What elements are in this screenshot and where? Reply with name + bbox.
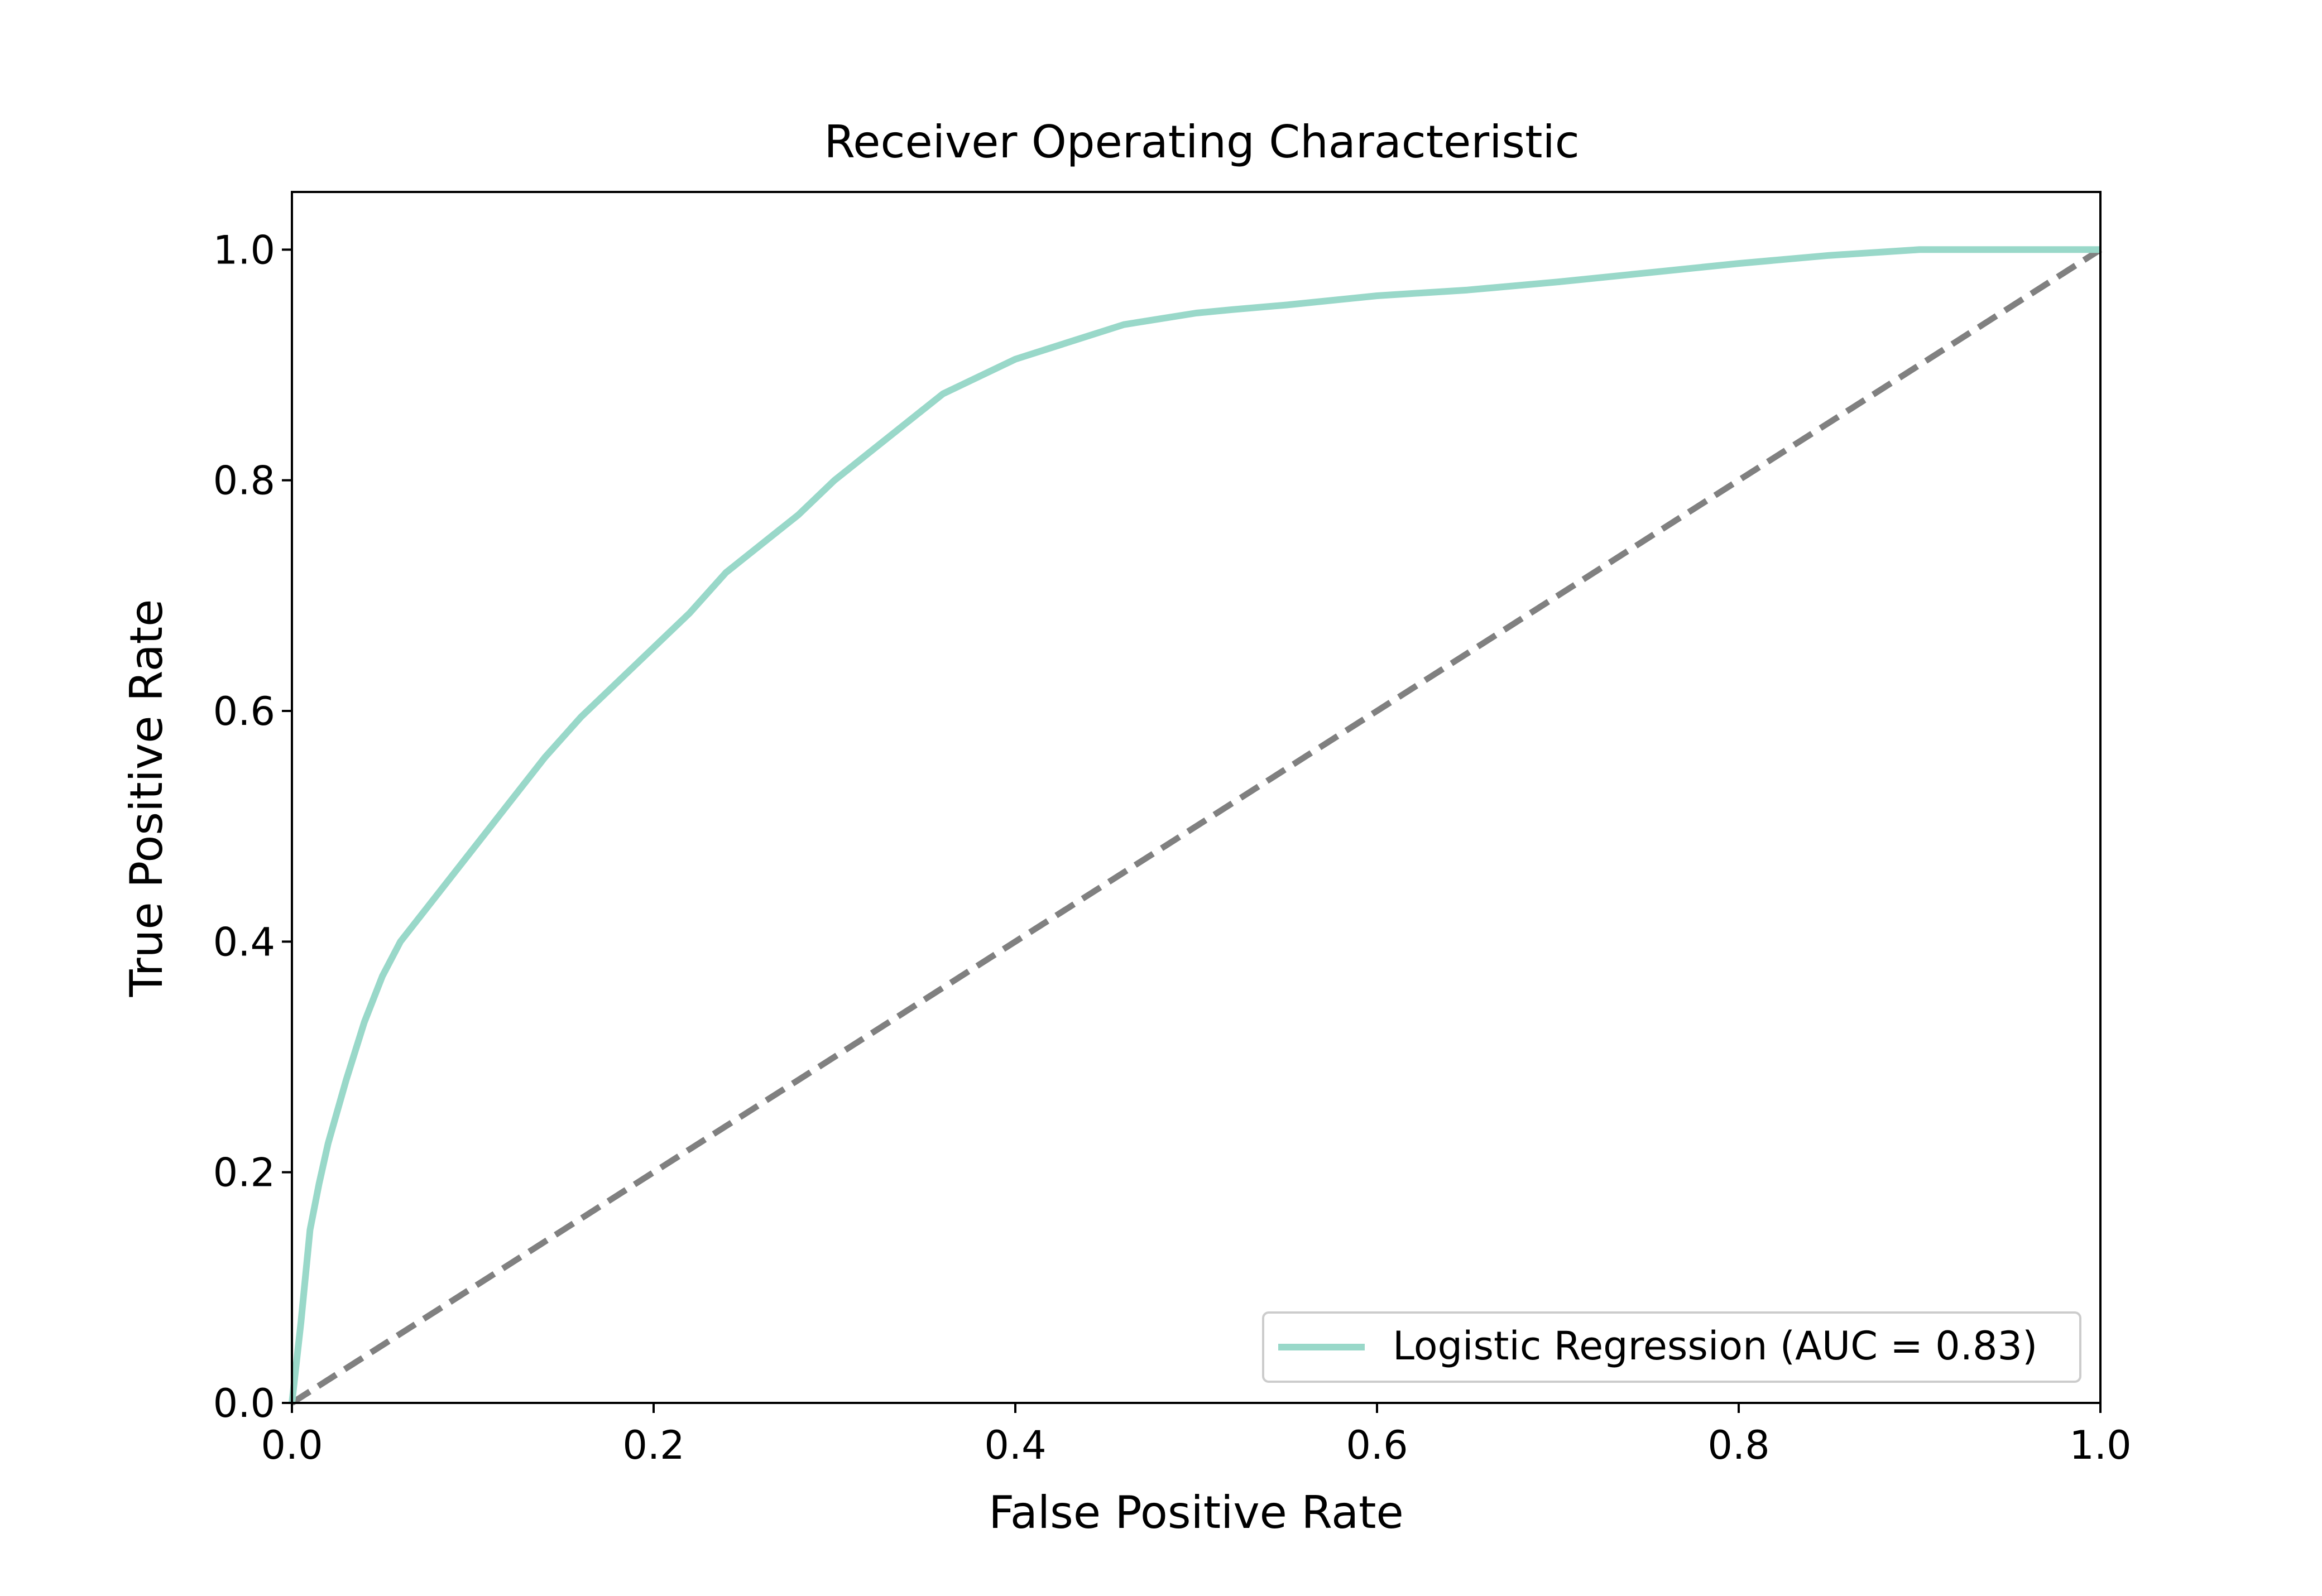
legend: Logistic Regression (AUC = 0.83)	[1262, 1311, 2081, 1383]
chance-diagonal-line	[290, 247, 2102, 1406]
x-tick-label: 0.4	[984, 1422, 1046, 1468]
legend-label-roc: Logistic Regression (AUC = 0.83)	[1393, 1323, 2037, 1369]
x-tick-label: 1.0	[2069, 1422, 2131, 1468]
legend-box	[1262, 1311, 2081, 1383]
y-tick-label: 0.0	[213, 1381, 275, 1426]
chart-title: Receiver Operating Characteristic	[824, 116, 1579, 168]
y-axis-ticks: 0.0 0.2 0.4 0.6 0.8 1.0	[213, 227, 292, 1426]
y-tick-label: 1.0	[213, 227, 275, 273]
y-tick-label: 0.6	[213, 689, 275, 734]
plot-lines	[289, 246, 2102, 1406]
x-axis-ticks: 0.0 0.2 0.4 0.6 0.8 1.0	[261, 1403, 2132, 1468]
y-axis-label: True Positive Rate	[121, 599, 172, 998]
plot-frame	[291, 191, 2102, 1404]
x-axis-label: False Positive Rate	[989, 1487, 1404, 1539]
x-tick-label: 0.0	[261, 1422, 323, 1468]
x-tick-label: 0.8	[1707, 1422, 1769, 1468]
x-tick-label: 0.6	[1346, 1422, 1408, 1468]
x-tick-label: 0.2	[622, 1422, 684, 1468]
y-tick-label: 0.2	[213, 1150, 275, 1196]
y-tick-label: 0.4	[213, 919, 275, 965]
roc-curve-line	[289, 246, 2100, 1403]
y-tick-label: 0.8	[213, 458, 275, 504]
